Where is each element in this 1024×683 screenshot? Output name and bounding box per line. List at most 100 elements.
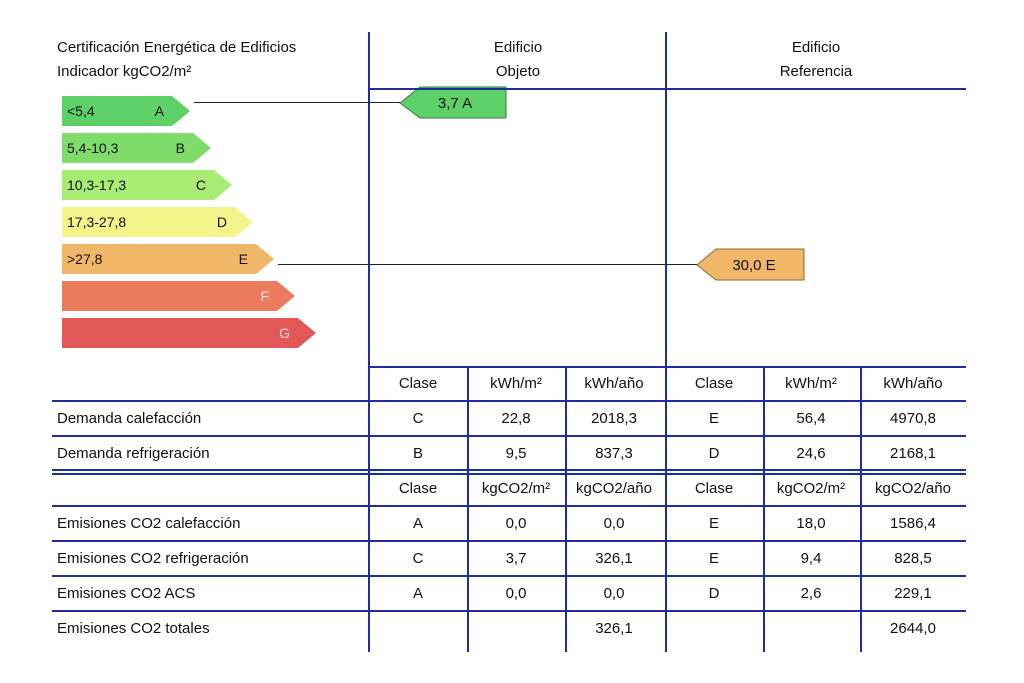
table-cell: 0,0 xyxy=(603,585,625,602)
grid-hline-3b xyxy=(52,473,966,475)
table-cell: 326,1 xyxy=(595,550,633,567)
table-cell: kWh/año xyxy=(584,375,644,392)
scale-arrow-g: G xyxy=(62,318,316,348)
scale-arrow-b: 5,4-10,3 B xyxy=(62,133,211,163)
title-line-2: Indicador kgCO2/m² xyxy=(57,63,192,80)
table-cell: 229,1 xyxy=(894,585,932,602)
table-cell: 0,0 xyxy=(505,585,527,602)
table-cell: kWh/m² xyxy=(785,375,837,392)
table-cell: 22,8 xyxy=(501,410,531,427)
table-cell: 326,1 xyxy=(595,620,633,637)
table-cell: A xyxy=(412,515,423,532)
table-cell: D xyxy=(708,585,720,602)
scale-arrow-e: >27,8 E xyxy=(62,244,274,274)
table-cell: 0,0 xyxy=(505,515,527,532)
table-cell xyxy=(763,612,859,645)
scale-arrow-shape xyxy=(62,207,253,237)
grid-hline-header xyxy=(368,88,966,90)
scale-arrow-a: <5,4 A xyxy=(62,96,190,126)
table-cell: Clase xyxy=(694,375,734,392)
table-cell xyxy=(370,612,466,645)
objeto-header-line-1: Edificio xyxy=(493,39,543,56)
scale-letter-label: F xyxy=(260,288,269,304)
indicator-objeto-value: 3,7 A xyxy=(438,95,472,112)
scale-arrow-shape xyxy=(62,170,232,200)
table-cell: kgCO2/año xyxy=(875,480,951,497)
grid-vline-6 xyxy=(860,366,862,652)
grid-hline-1 xyxy=(52,400,966,402)
grid-hline-2 xyxy=(52,435,966,437)
scale-arrow-f: F xyxy=(62,281,295,311)
referencia-header-line-1: Edificio xyxy=(791,39,841,56)
table-cell: D xyxy=(708,445,720,462)
scale-range-label: 10,3-17,3 xyxy=(67,177,126,193)
table-cell: Clase xyxy=(398,375,438,392)
table-cell: 9,4 xyxy=(800,550,822,567)
objeto-header-line-2: Objeto xyxy=(495,63,541,80)
scale-arrow-shape xyxy=(62,318,316,348)
referencia-header-line-2: Referencia xyxy=(779,63,853,80)
scale-arrow-d: 17,3-27,8 D xyxy=(62,207,253,237)
table-cell: 56,4 xyxy=(796,410,826,427)
table-cell xyxy=(666,612,762,645)
indicator-referencia-value: 30,0 E xyxy=(732,257,775,274)
table-cell: A xyxy=(412,585,423,602)
table-cell: 2018,3 xyxy=(591,410,637,427)
table-cell: kgCO2/año xyxy=(576,480,652,497)
scale-letter-label: G xyxy=(279,325,290,341)
scale-range-label: >27,8 xyxy=(67,251,103,267)
scale-range-label: <5,4 xyxy=(67,103,95,119)
table-cell: 0,0 xyxy=(603,515,625,532)
table-cell: 4970,8 xyxy=(890,410,936,427)
row-label: Demanda refrigeración xyxy=(57,445,210,462)
scale-letter-label: E xyxy=(239,251,248,267)
table-cell: 9,5 xyxy=(505,445,527,462)
grid-hline-4 xyxy=(52,505,966,507)
scale-letter-label: C xyxy=(196,177,206,193)
table-cell: C xyxy=(412,410,424,427)
table-cell: kWh/año xyxy=(883,375,943,392)
connector-line-referencia xyxy=(278,264,697,265)
referencia-header: Edificio Referencia xyxy=(666,36,966,84)
row-label: Demanda calefacción xyxy=(57,410,202,427)
scale-arrow-c: 10,3-17,3 C xyxy=(62,170,232,200)
row-label: Emisiones CO2 refrigeración xyxy=(57,550,249,567)
table-cell: kgCO2/m² xyxy=(776,480,846,497)
scale-arrow-shape xyxy=(62,133,211,163)
table-cell: C xyxy=(412,550,424,567)
table-cell: B xyxy=(412,445,423,462)
certificate-title: Certificación Energética de Edificios In… xyxy=(57,36,367,84)
grid-hline-table-top xyxy=(368,366,966,368)
grid-vline-2 xyxy=(665,32,667,652)
scale-range-label: 17,3-27,8 xyxy=(67,214,126,230)
row-label: Emisiones CO2 calefacción xyxy=(57,515,241,532)
grid-hline-6 xyxy=(52,575,966,577)
grid-vline-1 xyxy=(368,32,370,652)
grid-vline-5 xyxy=(763,366,765,652)
scale-arrow-shape xyxy=(62,96,190,126)
table-cell: kgCO2/m² xyxy=(481,480,551,497)
grid-vline-3 xyxy=(467,366,469,652)
scale-arrow-shape xyxy=(62,281,295,311)
table-cell: 1586,4 xyxy=(890,515,936,532)
row-label: Emisiones CO2 totales xyxy=(57,620,210,637)
table-cell: 3,7 xyxy=(505,550,527,567)
title-line-1: Certificación Energética de Edificios xyxy=(57,39,297,56)
table-cell: 2,6 xyxy=(800,585,822,602)
objeto-header: Edificio Objeto xyxy=(370,36,666,84)
table-cell: 18,0 xyxy=(796,515,826,532)
table-cell: Clase xyxy=(398,480,438,497)
table-cell: 828,5 xyxy=(894,550,932,567)
table-cell: 2168,1 xyxy=(890,445,936,462)
table-cell: 24,6 xyxy=(796,445,826,462)
row-label: Emisiones CO2 ACS xyxy=(57,585,196,602)
table-cell: E xyxy=(708,515,719,532)
table-cell: 837,3 xyxy=(595,445,633,462)
grid-hline-3a xyxy=(52,469,966,471)
table-cell: E xyxy=(708,550,719,567)
indicator-objeto: 3,7 A xyxy=(399,86,507,119)
table-cell: E xyxy=(708,410,719,427)
table-cell xyxy=(468,612,564,645)
